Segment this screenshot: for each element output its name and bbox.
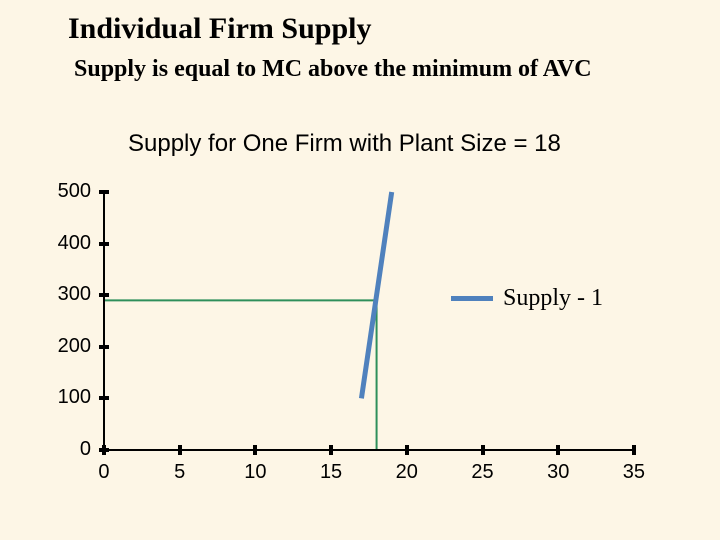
x-tick <box>632 445 636 455</box>
y-tick-label: 0 <box>80 438 91 461</box>
y-axis <box>103 192 105 450</box>
y-tick <box>99 293 109 297</box>
x-tick-label: 0 <box>98 461 109 484</box>
x-tick <box>481 445 485 455</box>
y-tick-label: 300 <box>58 283 91 306</box>
page-subtitle: Supply is equal to MC above the minimum … <box>74 56 592 83</box>
y-tick <box>99 345 109 349</box>
y-tick-label: 400 <box>58 232 91 255</box>
y-tick-label: 200 <box>58 335 91 358</box>
x-tick-label: 30 <box>547 461 569 484</box>
y-tick-label: 100 <box>58 386 91 409</box>
y-tick <box>99 242 109 246</box>
x-axis <box>104 449 634 451</box>
chart-area: 010020030040050005101520253035 <box>104 192 634 450</box>
x-tick-label: 20 <box>396 461 418 484</box>
y-tick <box>99 396 109 400</box>
chart-plot <box>104 192 634 450</box>
x-tick <box>253 445 257 455</box>
x-tick-label: 35 <box>623 461 645 484</box>
x-tick-label: 10 <box>244 461 266 484</box>
x-tick <box>556 445 560 455</box>
x-tick <box>102 445 106 455</box>
y-tick-label: 500 <box>58 180 91 203</box>
x-tick <box>178 445 182 455</box>
chart-title: Supply for One Firm with Plant Size = 18 <box>128 130 561 158</box>
legend-swatch <box>451 296 493 301</box>
y-tick <box>99 190 109 194</box>
slide: Individual Firm Supply Supply is equal t… <box>0 0 720 540</box>
x-tick-label: 5 <box>174 461 185 484</box>
x-tick-label: 15 <box>320 461 342 484</box>
legend-label: Supply - 1 <box>503 285 603 312</box>
x-tick-label: 25 <box>471 461 493 484</box>
page-title: Individual Firm Supply <box>68 12 371 46</box>
x-tick <box>405 445 409 455</box>
x-tick <box>329 445 333 455</box>
